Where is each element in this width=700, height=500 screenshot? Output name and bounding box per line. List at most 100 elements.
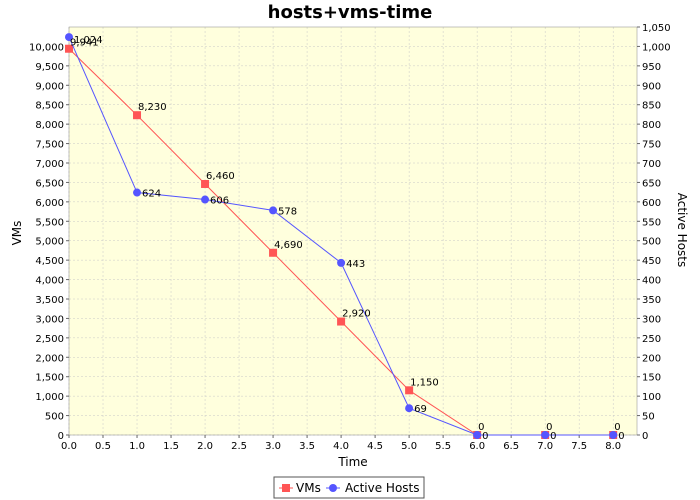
hosts-point <box>609 431 618 439</box>
hosts-data-label: 578 <box>278 206 297 217</box>
vms-data-label: 6,460 <box>206 171 235 182</box>
y-left-tick-label: 2,500 <box>35 334 64 345</box>
y-left-tick-label: 6,000 <box>35 198 64 209</box>
vms-point <box>65 44 73 53</box>
x-tick-label: 0.0 <box>61 441 77 452</box>
hosts-point <box>65 33 73 42</box>
x-tick-label: 5.5 <box>435 441 451 452</box>
y-left-tick-label: 5,500 <box>35 217 64 228</box>
x-tick-label: 4.5 <box>367 441 383 452</box>
y-right-tick-label: 350 <box>642 295 661 306</box>
legend-box <box>273 476 425 499</box>
y-right-tick-label: 600 <box>642 198 661 209</box>
y-right-tick-label: 250 <box>642 334 661 345</box>
y-left-tick-label: 1,000 <box>35 392 64 403</box>
y-left-tick-label: 3,000 <box>35 314 64 325</box>
y-left-tick-label: 0 <box>58 431 64 442</box>
y-left-tick-label: 4,000 <box>35 276 64 287</box>
x-tick-label: 6.0 <box>469 441 485 452</box>
x-tick-label: 2.0 <box>197 441 213 452</box>
plot-area <box>69 27 637 435</box>
y-right-tick-label: 400 <box>642 276 661 287</box>
x-tick-label: 3.0 <box>265 441 281 452</box>
x-tick-label: 8.0 <box>605 441 621 452</box>
plot-border <box>68 26 638 436</box>
y-axis-left-label: VMs <box>10 221 24 246</box>
vms-data-label: 9,941 <box>70 38 99 49</box>
y-left-tick-label: 7,000 <box>35 159 64 170</box>
y-left-tick-label: 9,000 <box>35 81 64 92</box>
vms-data-label: 1,150 <box>410 377 439 388</box>
y-right-tick-label: 900 <box>642 81 661 92</box>
y-right-tick-label: 100 <box>642 392 661 403</box>
y-left-tick-label: 9,500 <box>35 62 64 73</box>
x-tick-label: 3.5 <box>299 441 315 452</box>
hosts-point <box>133 188 142 197</box>
y-left-tick-label: 500 <box>45 412 64 423</box>
legend: VMs Active Hosts <box>273 476 425 499</box>
vms-data-label: 8,230 <box>138 102 167 113</box>
hosts-data-label: 606 <box>210 196 229 207</box>
y-right-tick-label: 700 <box>642 159 661 170</box>
y-right-tick-label: 450 <box>642 256 661 267</box>
y-left-tick-label: 8,000 <box>35 120 64 131</box>
y-left-tick-label: 7,500 <box>35 140 64 151</box>
y-right-tick-label: 200 <box>642 353 661 364</box>
y-left-tick-label: 6,500 <box>35 178 64 189</box>
hosts-data-label: 443 <box>346 259 365 270</box>
hosts-data-label: 624 <box>142 189 161 200</box>
hosts-point <box>201 195 210 204</box>
x-tick-label: 2.5 <box>231 441 247 452</box>
hosts-point <box>473 431 482 439</box>
vms-data-label: 0 <box>546 422 552 433</box>
y-right-tick-label: 300 <box>642 314 661 325</box>
y-right-tick-label: 750 <box>642 140 661 151</box>
hosts-data-label: 1,024 <box>74 35 103 46</box>
hosts-point <box>337 258 346 267</box>
x-tick-label: 1.0 <box>129 441 145 452</box>
legend-vms-marker <box>282 484 290 492</box>
x-tick-label: 5.0 <box>401 441 417 452</box>
vms-data-label: 0 <box>614 422 620 433</box>
y-right-tick-label: 800 <box>642 120 661 131</box>
y-right-tick-label: 1,000 <box>642 42 671 53</box>
hosts-data-label: 0 <box>550 431 556 442</box>
legend-hosts-marker <box>329 484 337 492</box>
x-axis-label: Time <box>337 455 367 469</box>
vms-point <box>269 248 278 257</box>
hosts-data-label: 0 <box>618 431 624 442</box>
vms-data-label: 0 <box>478 422 484 433</box>
y-right-tick-label: 650 <box>642 178 661 189</box>
y-left-tick-label: 10,000 <box>29 42 64 53</box>
y-left-tick-label: 3,500 <box>35 295 64 306</box>
legend-hosts-label: Active Hosts <box>345 481 420 495</box>
x-tick-label: 7.5 <box>571 441 587 452</box>
vms-point <box>201 179 210 188</box>
x-tick-label: 1.5 <box>163 441 179 452</box>
hosts-point <box>541 431 550 439</box>
y-right-tick-label: 0 <box>642 431 648 442</box>
y-left-tick-label: 8,500 <box>35 101 64 112</box>
y-left-tick-label: 1,500 <box>35 373 64 384</box>
vms-point <box>405 386 414 395</box>
y-right-tick-label: 550 <box>642 217 661 228</box>
y-right-tick-label: 50 <box>642 412 655 423</box>
y-right-tick-label: 500 <box>642 237 661 248</box>
y-left-tick-label: 5,000 <box>35 237 64 248</box>
x-tick-label: 0.5 <box>95 441 111 452</box>
y-axis-right-label: Active Hosts <box>675 193 689 268</box>
legend-vms-label: VMs <box>296 481 321 495</box>
hosts-point <box>269 206 278 215</box>
hosts-point <box>405 404 414 413</box>
x-tick-label: 7.0 <box>537 441 553 452</box>
y-left-tick-label: 4,500 <box>35 256 64 267</box>
x-tick-label: 4.0 <box>333 441 349 452</box>
vms-data-label: 4,690 <box>274 240 303 251</box>
y-right-tick-label: 1,050 <box>642 23 671 34</box>
vms-point <box>337 317 346 326</box>
hosts-data-label: 69 <box>414 404 427 415</box>
y-right-tick-label: 850 <box>642 101 661 112</box>
vms-data-label: 2,920 <box>342 309 371 320</box>
hosts-data-label: 0 <box>482 431 488 442</box>
x-tick-label: 6.5 <box>503 441 519 452</box>
